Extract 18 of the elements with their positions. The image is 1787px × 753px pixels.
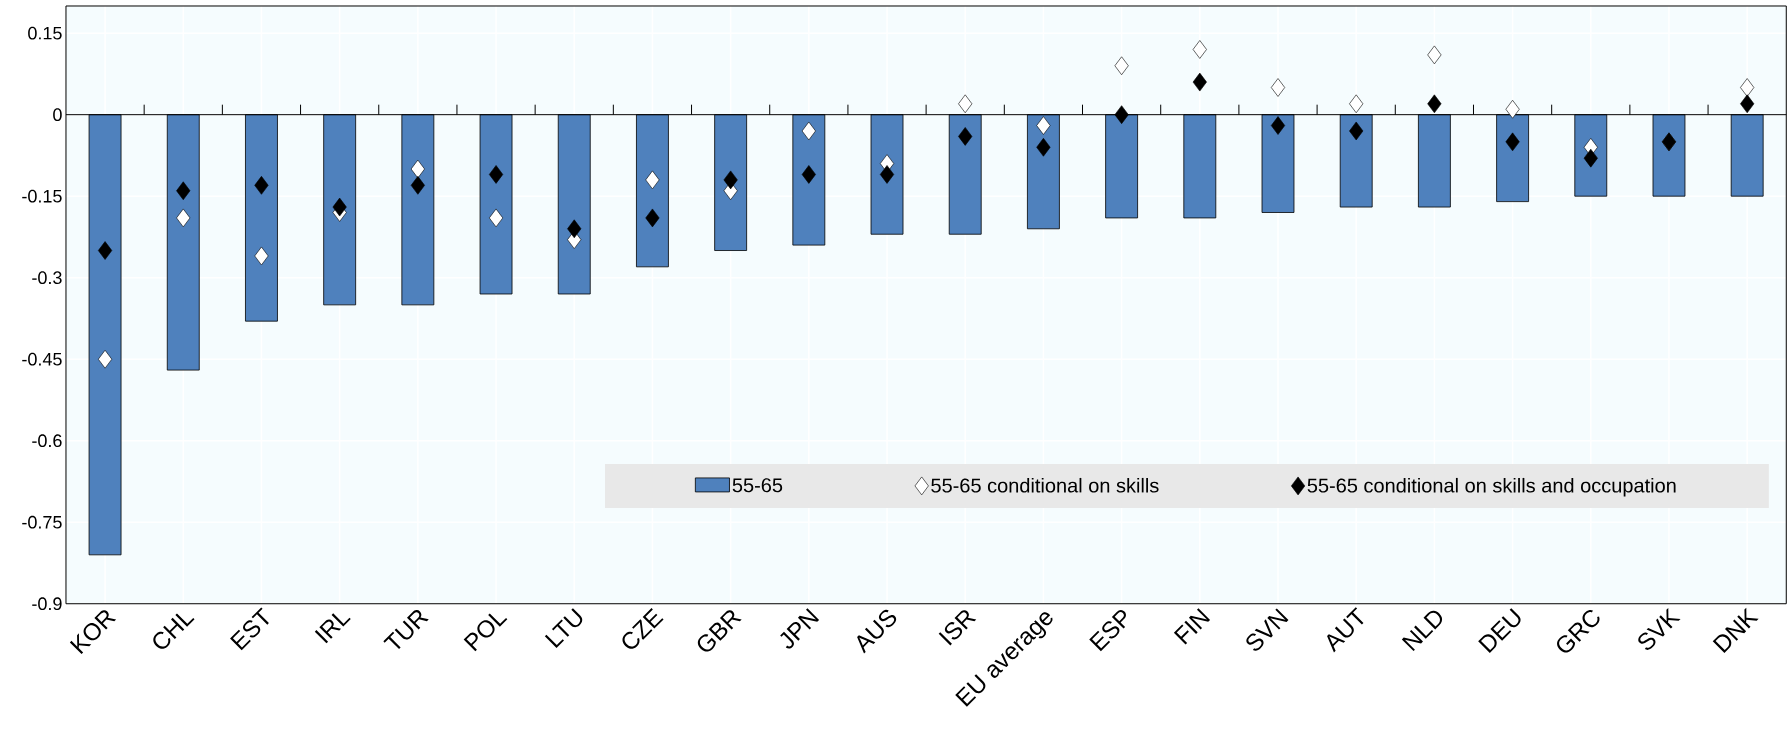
y-tick-label: -0.6 — [32, 434, 62, 448]
x-tick-label: CHL — [153, 613, 195, 649]
y-tick-label: -0.3 — [32, 271, 62, 285]
x-tick-label: IRL — [314, 613, 351, 644]
x-tick-label: POL — [463, 613, 508, 652]
y-tick-label: 0 — [53, 108, 62, 122]
x-tick-label: LTU — [544, 608, 583, 649]
y-tick-label: -0.9 — [32, 597, 62, 611]
y-tick-label: -0.75 — [22, 516, 62, 529]
y-tick-label: -0.45 — [22, 352, 62, 366]
x-tick-label: ISR — [938, 610, 977, 646]
y-tick-label: 0.15 — [28, 26, 62, 40]
y-tick-label: -0.15 — [22, 189, 62, 203]
x-tick-label: FIN — [1173, 608, 1211, 645]
legend-label: 55-65 — [732, 478, 783, 493]
legend-label: 55-65 conditional on skills and occupation — [1307, 478, 1676, 497]
x-tick-label: TUR — [383, 610, 429, 650]
legend-label: 55-65 conditional on skills — [931, 478, 1159, 493]
